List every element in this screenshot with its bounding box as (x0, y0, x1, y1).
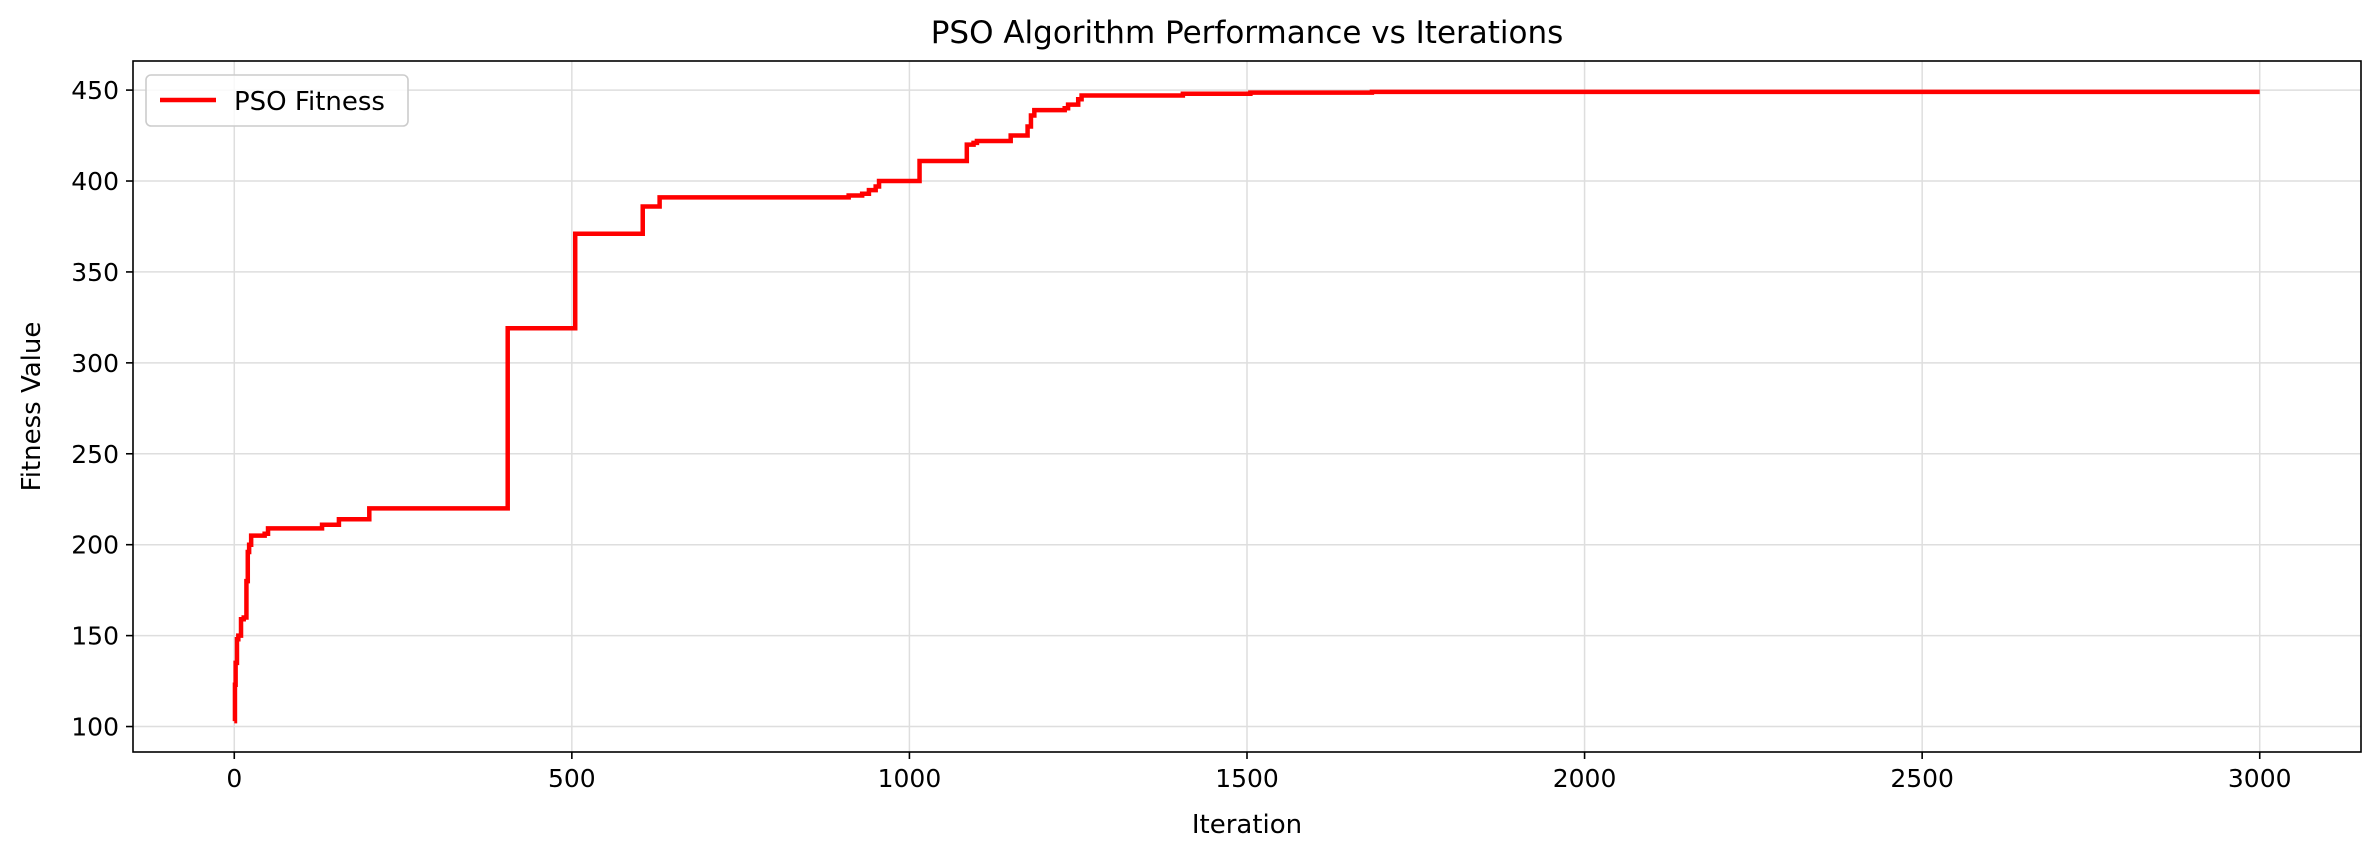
x-tick-label: 1500 (1215, 764, 1279, 793)
series-line-pso-fitness (232, 89, 2260, 724)
x-tick-label: 1000 (878, 764, 942, 793)
y-tick-label: 400 (71, 167, 119, 196)
x-tick-label: 500 (548, 764, 596, 793)
x-tick-label: 0 (226, 764, 242, 793)
legend-box (145, 74, 409, 127)
y-tick-label: 150 (71, 622, 119, 651)
y-tick-label: 350 (71, 258, 119, 287)
y-tick-label: 450 (71, 76, 119, 105)
y-tick-label: 100 (71, 713, 119, 742)
x-tick-label: 2000 (1553, 764, 1617, 793)
y-tick-label: 300 (71, 349, 119, 378)
ticks: 0 500 1000 1500 2000 2500 3000 100 150 200 250 300 3… (71, 76, 2291, 793)
x-tick-label: 3000 (2228, 764, 2292, 793)
x-tick-label: 2500 (1890, 764, 1954, 793)
legend: PSO Fitness (145, 74, 409, 127)
series-layer (232, 89, 2260, 724)
y-tick-label: 200 (71, 531, 119, 560)
x-axis-title: Iteration (1192, 810, 1302, 840)
chart-title: PSO Algorithm Performance vs Iterations (931, 15, 1564, 51)
gridlines (133, 61, 2361, 752)
legend-label: PSO Fitness (234, 87, 385, 117)
y-tick-label: 250 (71, 440, 119, 469)
y-axis-title: Fitness Value (17, 322, 47, 492)
